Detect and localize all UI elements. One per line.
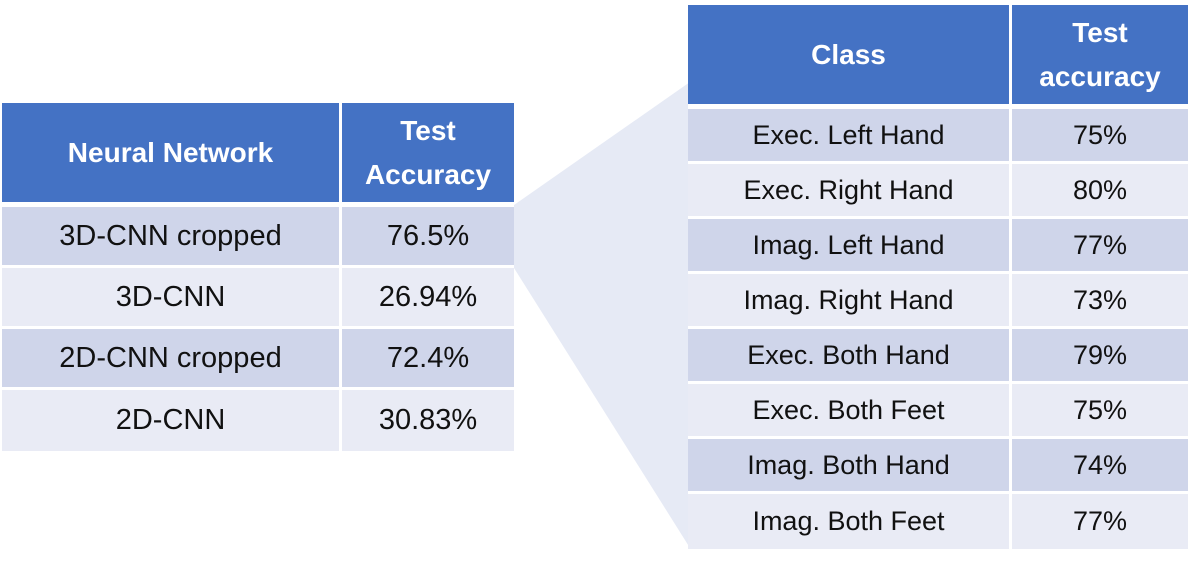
accuracy-cell: 79%	[1012, 329, 1188, 384]
accuracy-cell: 75%	[1012, 109, 1188, 164]
table-row: Exec. Both Hand 79%	[688, 329, 1188, 384]
accuracy-cell: 80%	[1012, 164, 1188, 219]
accuracy-cell: 72.4%	[342, 329, 514, 390]
class-name-cell: Exec. Both Feet	[688, 384, 1012, 439]
table-row: Imag. Both Hand 74%	[688, 439, 1188, 494]
header-class: Class	[688, 5, 1012, 109]
header-test-accuracy: Test Accuracy	[342, 103, 514, 207]
network-name-cell: 3D-CNN	[2, 268, 342, 329]
class-name-cell: Imag. Left Hand	[688, 219, 1012, 274]
table-header-row: Neural Network Test Accuracy	[2, 103, 514, 207]
network-name-cell: 2D-CNN	[2, 390, 342, 451]
table-row: Imag. Left Hand 77%	[688, 219, 1188, 274]
accuracy-cell: 30.83%	[342, 390, 514, 451]
class-name-cell: Exec. Left Hand	[688, 109, 1012, 164]
class-name-cell: Exec. Right Hand	[688, 164, 1012, 219]
network-name-cell: 3D-CNN cropped	[2, 207, 342, 268]
network-name-cell: 2D-CNN cropped	[2, 329, 342, 390]
accuracy-cell: 73%	[1012, 274, 1188, 329]
neural-network-accuracy-table: Neural Network Test Accuracy 3D-CNN crop…	[2, 103, 514, 451]
table-row: Exec. Right Hand 80%	[688, 164, 1188, 219]
accuracy-cell: 74%	[1012, 439, 1188, 494]
accuracy-cell: 77%	[1012, 219, 1188, 274]
header-neural-network: Neural Network	[2, 103, 342, 207]
accuracy-cell: 75%	[1012, 384, 1188, 439]
table-row: 3D-CNN cropped 76.5%	[2, 207, 514, 268]
zoom-connector-polygon	[514, 82, 690, 548]
table-row: Imag. Right Hand 73%	[688, 274, 1188, 329]
table-header-row: Class Test accuracy	[688, 5, 1188, 109]
table-row: Exec. Left Hand 75%	[688, 109, 1188, 164]
class-accuracy-table: Class Test accuracy Exec. Left Hand 75% …	[688, 5, 1188, 549]
class-name-cell: Imag. Right Hand	[688, 274, 1012, 329]
class-name-cell: Imag. Both Feet	[688, 494, 1012, 549]
class-name-cell: Exec. Both Hand	[688, 329, 1012, 384]
class-name-cell: Imag. Both Hand	[688, 439, 1012, 494]
table-row: 3D-CNN 26.94%	[2, 268, 514, 329]
accuracy-cell: 26.94%	[342, 268, 514, 329]
table-row: Imag. Both Feet 77%	[688, 494, 1188, 549]
header-test-accuracy: Test accuracy	[1012, 5, 1188, 109]
accuracy-cell: 77%	[1012, 494, 1188, 549]
table-row: 2D-CNN 30.83%	[2, 390, 514, 451]
table-row: Exec. Both Feet 75%	[688, 384, 1188, 439]
accuracy-cell: 76.5%	[342, 207, 514, 268]
table-row: 2D-CNN cropped 72.4%	[2, 329, 514, 390]
